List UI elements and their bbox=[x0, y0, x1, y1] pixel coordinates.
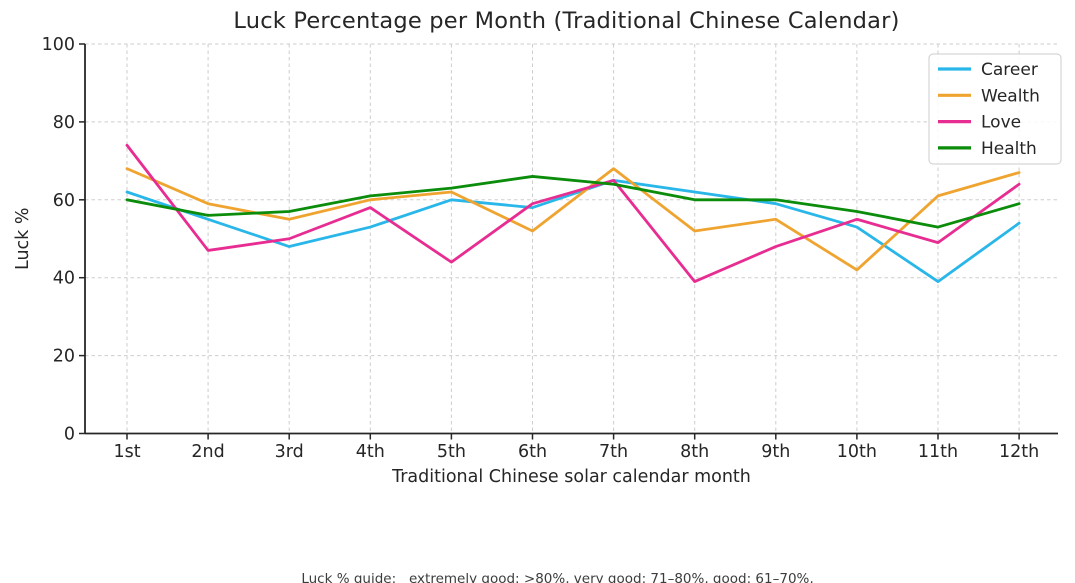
legend-item-career: Career bbox=[938, 60, 1038, 80]
footnote-line-1: Luck % guide: extremely good: >80%, very… bbox=[301, 571, 814, 583]
x-tick-label: 4th bbox=[356, 442, 385, 462]
chart-title: Luck Percentage per Month (Traditional C… bbox=[233, 8, 900, 34]
legend-label-health: Health bbox=[981, 139, 1037, 159]
x-tick-label: 5th bbox=[437, 442, 466, 462]
x-tick-label: 8th bbox=[680, 442, 709, 462]
x-tick-label: 1st bbox=[113, 442, 140, 462]
series-line-career bbox=[125, 178, 1021, 283]
series-line-health bbox=[125, 175, 1021, 229]
y-tick-label: 0 bbox=[64, 425, 75, 445]
legend-item-wealth: Wealth bbox=[938, 86, 1040, 106]
x-tick-label: 3rd bbox=[275, 442, 304, 462]
y-tick-label: 80 bbox=[53, 113, 75, 133]
y-tick-label: 100 bbox=[42, 35, 75, 55]
legend-item-health: Health bbox=[938, 139, 1037, 159]
series-line-wealth bbox=[125, 167, 1021, 272]
x-axis-label: Traditional Chinese solar calendar month bbox=[391, 467, 751, 487]
x-tick-label: 9th bbox=[761, 442, 790, 462]
x-tick-label: 2nd bbox=[191, 442, 224, 462]
y-tick-label: 60 bbox=[53, 191, 75, 211]
x-tick-label: 10th bbox=[837, 442, 877, 462]
series-line-love bbox=[125, 143, 1021, 283]
x-tick-label: 12th bbox=[999, 442, 1039, 462]
x-tick-label: 6th bbox=[518, 442, 547, 462]
legend: Career Wealth Love Health bbox=[928, 53, 1062, 165]
legend-label-career: Career bbox=[981, 60, 1038, 80]
x-tick-label: 7th bbox=[599, 442, 628, 462]
y-tick-label: 20 bbox=[53, 347, 75, 367]
footnote: Luck % guide: extremely good: >80%, very… bbox=[20, 534, 1075, 583]
legend-item-love: Love bbox=[938, 113, 1021, 133]
y-axis-label: Luck % bbox=[13, 208, 33, 270]
y-tick-label: 40 bbox=[53, 269, 75, 289]
legend-label-love: Love bbox=[981, 113, 1021, 133]
x-tick-label: 11th bbox=[918, 442, 958, 462]
legend-label-wealth: Wealth bbox=[981, 86, 1040, 106]
legend-box bbox=[928, 53, 1062, 165]
